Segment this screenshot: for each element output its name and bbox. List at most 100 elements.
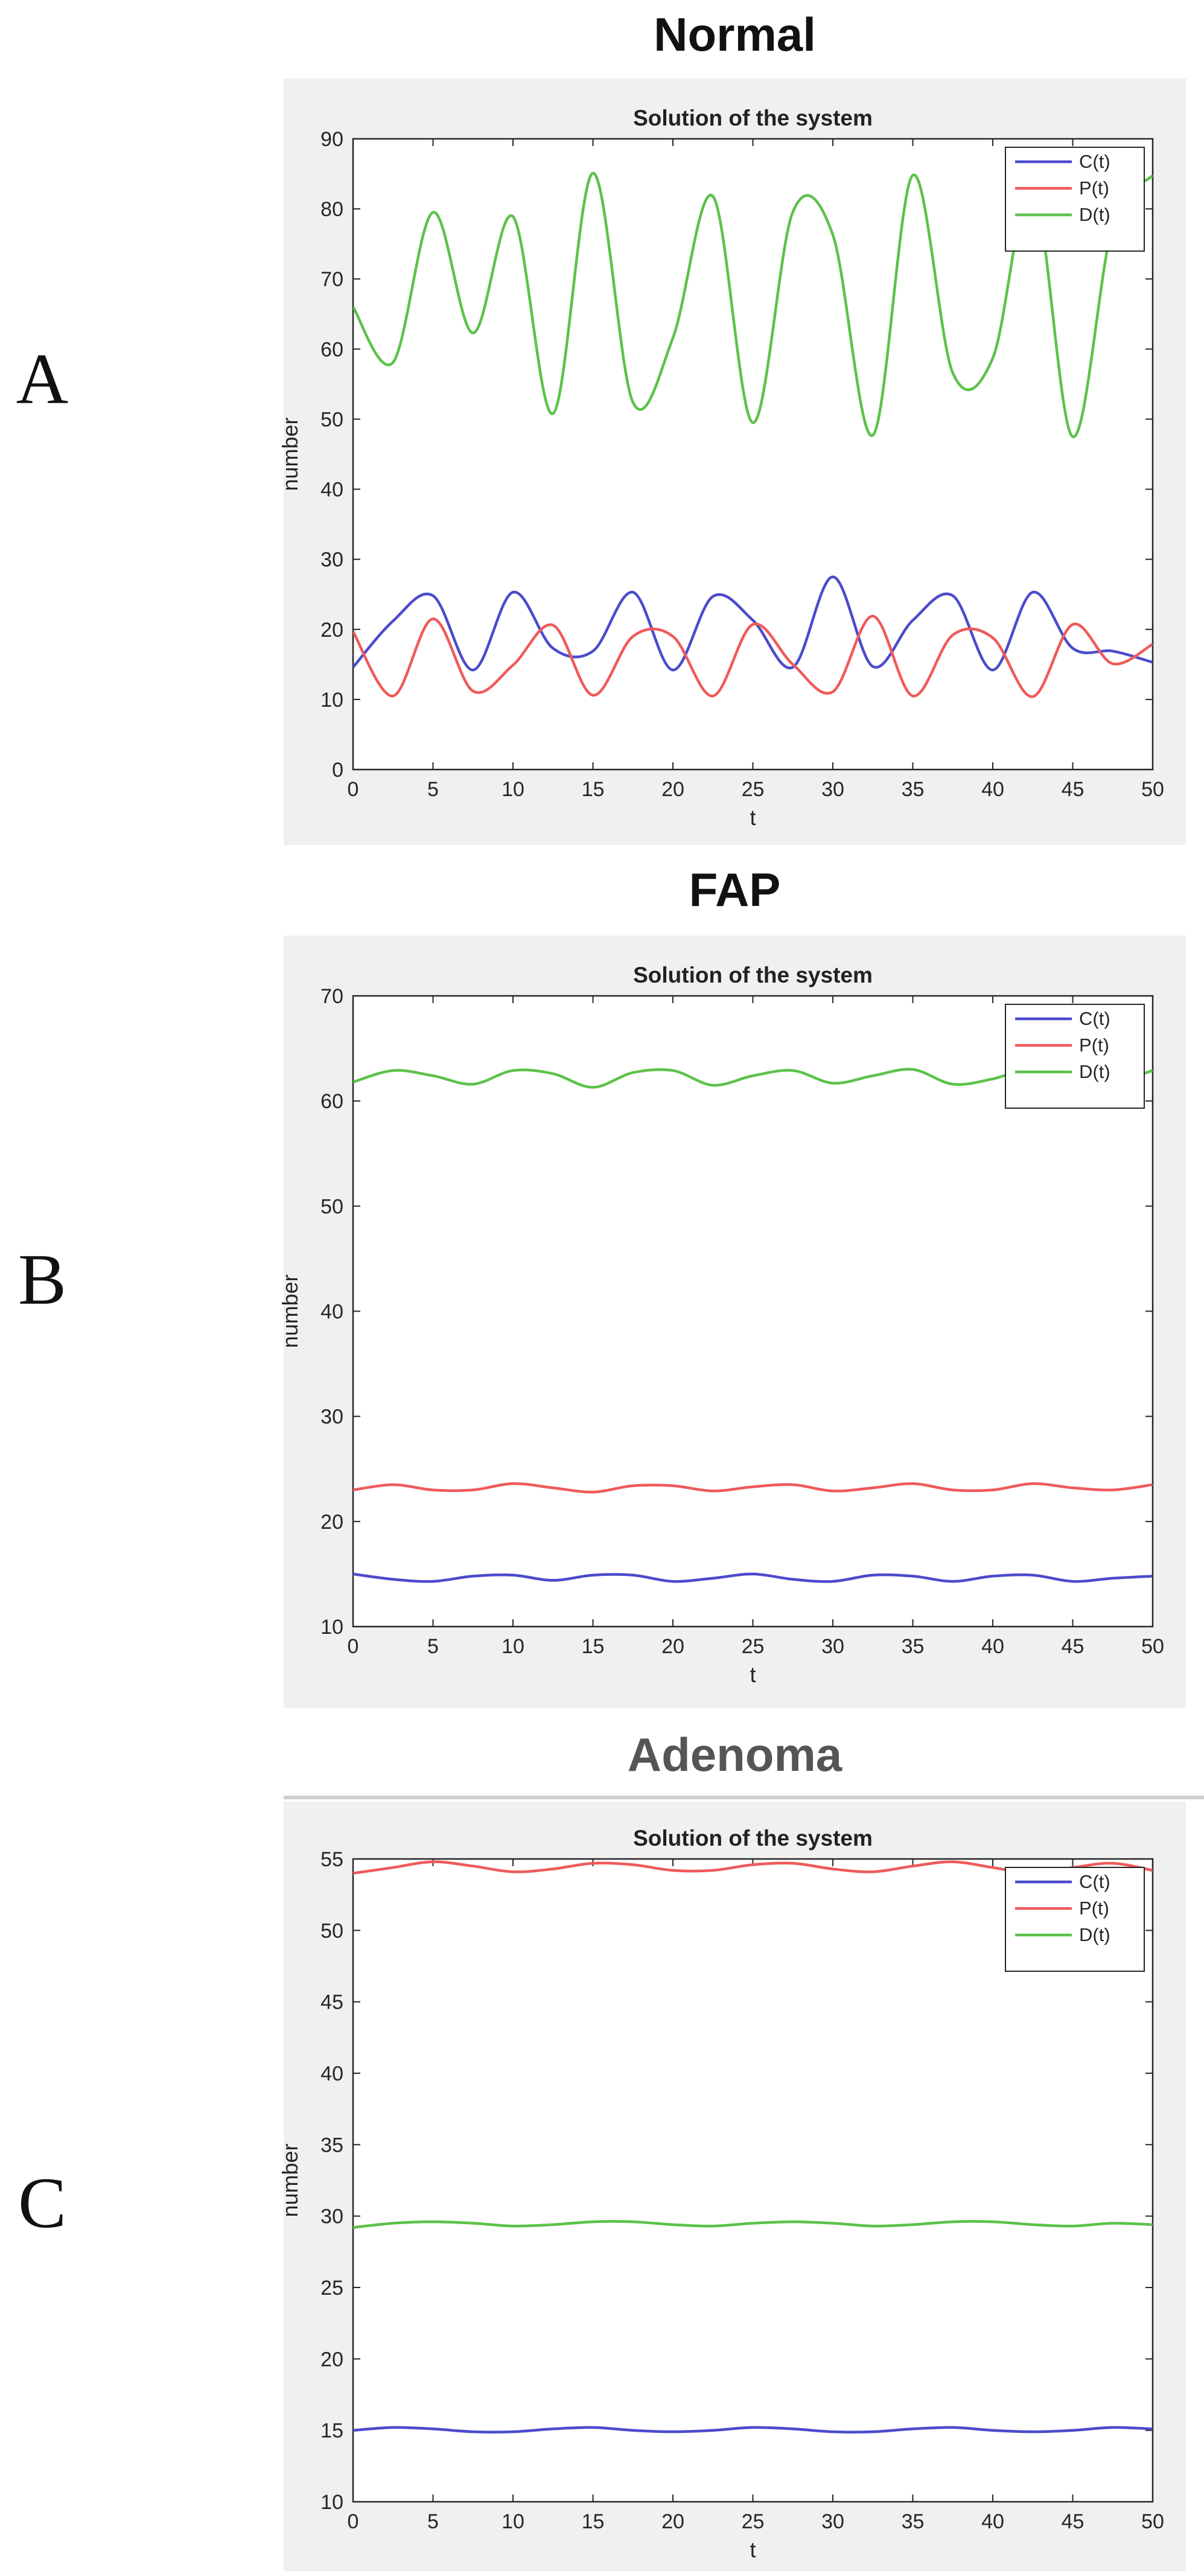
chart-title: Solution of the system	[633, 1826, 873, 1851]
x-tick-label: 0	[348, 2510, 359, 2533]
panel-letter-b: B	[18, 1239, 67, 1319]
x-tick-label: 0	[348, 778, 359, 801]
panel-title-fap: FAP	[689, 863, 781, 916]
y-tick-label: 80	[320, 198, 343, 221]
series-line-ct	[353, 575, 1153, 672]
legend-label-dt: D(t)	[1079, 1061, 1110, 1082]
y-tick-label: 30	[320, 549, 343, 572]
y-tick-label: 40	[320, 1301, 343, 1324]
chart-fap: Solution of the system 0 5 10 15 20 25 30 35 40 45…	[278, 963, 1164, 1687]
x-tick-label: 25	[742, 1635, 765, 1658]
legend-label-ct: C(t)	[1079, 151, 1110, 172]
y-axis-label: number	[278, 417, 302, 491]
series-line-pt	[353, 614, 1153, 698]
x-tick-label: 25	[742, 778, 765, 801]
legend: C(t) P(t) D(t)	[1005, 1004, 1145, 1109]
x-tick-label: 5	[427, 2510, 439, 2533]
y-tick-label: 50	[320, 408, 343, 431]
legend-box	[1005, 1004, 1145, 1109]
panel-letter-a: A	[16, 339, 69, 419]
x-tick-label: 35	[902, 1635, 925, 1658]
legend-label-dt: D(t)	[1079, 204, 1110, 225]
chart-adenoma: Solution of the system 0 5 10 15 20 25 30 35 40 45…	[278, 1826, 1164, 2562]
y-tick-label: 20	[320, 619, 343, 642]
x-tick-label: 10	[502, 778, 524, 801]
chart-title: Solution of the system	[633, 106, 873, 130]
x-tick-label: 15	[582, 2510, 605, 2533]
legend-box	[1005, 147, 1145, 252]
y-tick-label: 50	[320, 1919, 343, 1942]
series-line-pt	[353, 1482, 1153, 1494]
x-tick-label: 20	[661, 2510, 684, 2533]
x-tick-label: 50	[1141, 2510, 1164, 2533]
y-tick-label: 50	[320, 1195, 343, 1218]
x-tick-label: 5	[427, 1635, 439, 1658]
x-tick-label: 50	[1141, 778, 1164, 801]
x-tick-label: 25	[742, 2510, 765, 2533]
x-tick-label: 20	[661, 1635, 684, 1658]
x-tick-label: 40	[981, 778, 1004, 801]
x-tick-label: 20	[661, 778, 684, 801]
x-tick-label: 30	[821, 1635, 844, 1658]
x-tick-label: 15	[582, 778, 605, 801]
y-tick-label: 40	[320, 2062, 343, 2085]
y-tick-label: 0	[332, 759, 343, 782]
y-tick-label: 45	[320, 1991, 343, 2014]
x-tick-label: 45	[1062, 778, 1085, 801]
series-line-ct	[353, 1572, 1153, 1583]
y-tick-label: 60	[320, 1090, 343, 1113]
legend-box	[1005, 1867, 1145, 1972]
y-tick-label: 15	[320, 2420, 343, 2443]
legend-label-pt: P(t)	[1079, 1035, 1109, 1056]
panel-title-normal: Normal	[654, 8, 816, 61]
y-tick-label: 40	[320, 479, 343, 502]
x-axis-label: t	[750, 2537, 756, 2562]
panel-divider	[284, 1796, 1204, 1799]
legend: C(t) P(t) D(t)	[1005, 147, 1145, 252]
x-tick-label: 15	[582, 1635, 605, 1658]
x-tick-label: 45	[1062, 2510, 1085, 2533]
chart-title: Solution of the system	[633, 963, 873, 987]
x-axis-label: t	[750, 805, 756, 830]
panel-title-adenoma: Adenoma	[627, 1728, 842, 1781]
x-tick-label: 5	[427, 778, 439, 801]
y-tick-label: 90	[320, 128, 343, 151]
y-tick-label: 55	[320, 1848, 343, 1871]
x-tick-label: 45	[1062, 1635, 1085, 1658]
legend-label-ct: C(t)	[1079, 1008, 1110, 1029]
x-tick-label: 35	[902, 2510, 925, 2533]
x-tick-label: 35	[902, 778, 925, 801]
x-tick-label: 30	[821, 2510, 844, 2533]
y-tick-label: 10	[320, 2491, 343, 2514]
y-tick-label: 10	[320, 689, 343, 712]
y-tick-label: 70	[320, 268, 343, 291]
x-tick-label: 10	[502, 2510, 524, 2533]
legend: C(t) P(t) D(t)	[1005, 1867, 1145, 1972]
x-tick-label: 30	[821, 778, 844, 801]
y-tick-label: 30	[320, 2205, 343, 2228]
y-tick-label: 35	[320, 2134, 343, 2157]
legend-label-pt: P(t)	[1079, 1898, 1109, 1919]
y-tick-label: 30	[320, 1406, 343, 1429]
legend-label-dt: D(t)	[1079, 1924, 1110, 1945]
y-axis-label: number	[278, 2143, 302, 2217]
y-tick-label: 20	[320, 2348, 343, 2371]
y-tick-label: 60	[320, 338, 343, 361]
y-axis-label: number	[278, 1274, 302, 1348]
x-tick-label: 50	[1141, 1635, 1164, 1658]
y-tick-label: 25	[320, 2277, 343, 2300]
series-line-dt	[353, 2220, 1153, 2229]
panel-letter-c: C	[18, 2163, 67, 2243]
legend-label-pt: P(t)	[1079, 177, 1109, 199]
x-axis-label: t	[750, 1662, 756, 1687]
series-line-ct	[353, 2426, 1153, 2434]
x-tick-label: 0	[348, 1635, 359, 1658]
y-tick-label: 10	[320, 1616, 343, 1639]
legend-label-ct: C(t)	[1079, 1871, 1110, 1892]
x-tick-label: 10	[502, 1635, 524, 1658]
y-tick-label: 20	[320, 1511, 343, 1534]
chart-normal: Solution of the system 0 5 10 15 20 25 30 35 40 45…	[278, 106, 1164, 830]
y-tick-label: 70	[320, 985, 343, 1008]
x-tick-label: 40	[981, 1635, 1004, 1658]
x-tick-label: 40	[981, 2510, 1004, 2533]
